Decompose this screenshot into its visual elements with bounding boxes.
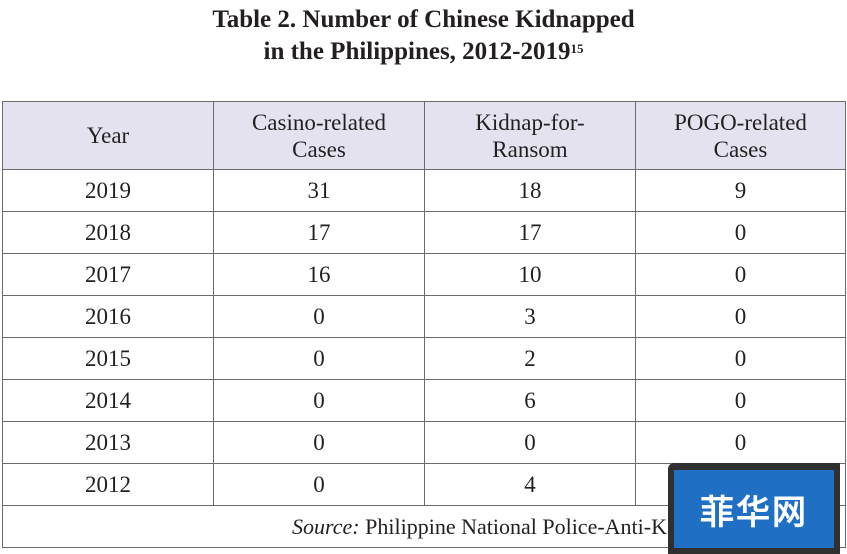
source-text: Philippine National Police-Anti-K: [365, 513, 667, 539]
cell-pogo: 0: [635, 337, 846, 380]
title-line-1: Table 2. Number of Chinese Kidnapped: [212, 6, 635, 33]
cell-year: 2014: [2, 379, 214, 422]
table-row: 2014 0 6 0: [2, 379, 846, 422]
site-watermark: 菲华网: [668, 463, 840, 554]
cell-year: 2012: [2, 463, 214, 506]
watermark-logo: 菲华网: [674, 470, 834, 548]
cell-kidnap: 18: [424, 169, 636, 212]
cell-year: 2013: [2, 421, 214, 464]
header-pogo-line-1: POGO-related: [674, 109, 807, 135]
title-line-2-text: in the Philippines, 2012-2019: [263, 38, 571, 65]
cell-year: 2015: [2, 337, 214, 380]
header-pogo: POGO-related Cases: [635, 101, 846, 170]
header-casino-line-2: Cases: [292, 136, 346, 162]
header-casino-line-1: Casino-related: [251, 109, 387, 135]
header-row: Year Casino-related Cases Kidnap-for- Rans…: [2, 101, 846, 170]
cell-kidnap: 0: [424, 421, 636, 464]
header-kidnap-line-2: Ransom: [492, 136, 568, 162]
cell-pogo: 0: [635, 211, 846, 254]
header-year: Year: [2, 101, 214, 170]
table-title: Table 2. Number of Chinese Kidnapped in …: [0, 4, 847, 68]
cell-casino: 16: [213, 253, 425, 296]
header-casino: Casino-related Cases: [213, 101, 425, 170]
cell-pogo: 0: [635, 379, 846, 422]
header-pogo-line-2: Cases: [713, 136, 768, 162]
table-row: 2013 0 0 0: [2, 421, 846, 464]
cell-kidnap: 6: [424, 379, 636, 422]
watermark-text: 菲华网: [700, 492, 808, 533]
table-row: 2019 31 18 9: [2, 169, 846, 212]
cell-casino: 0: [213, 337, 425, 380]
cell-pogo: 0: [635, 253, 846, 296]
source-label: Source:: [292, 513, 360, 539]
footnote-marker: 15: [570, 41, 584, 56]
cell-year: 2018: [2, 211, 214, 254]
kidnap-table: Year Casino-related Cases Kidnap-for- Rans…: [2, 101, 846, 548]
cell-casino: 0: [213, 295, 425, 338]
cell-year: 2016: [2, 295, 214, 338]
cell-kidnap: 2: [424, 337, 636, 380]
cell-casino: 0: [213, 379, 425, 422]
title-line-2: in the Philippines, 2012-201915: [0, 36, 847, 68]
cell-year: 2017: [2, 253, 214, 296]
cell-year: 2019: [2, 169, 214, 212]
cell-kidnap: 10: [424, 253, 636, 296]
cell-pogo: 9: [635, 169, 846, 212]
cell-kidnap: 3: [424, 295, 636, 338]
table-row: 2018 17 17 0: [2, 211, 846, 254]
header-kidnap-line-1: Kidnap-for-: [475, 109, 585, 135]
table-row: 2017 16 10 0: [2, 253, 846, 296]
table-row: 2015 0 2 0: [2, 337, 846, 380]
header-year-line-1: Year: [86, 123, 130, 148]
cell-casino: 31: [213, 169, 425, 212]
table-row: 2016 0 3 0: [2, 295, 846, 338]
cell-casino: 17: [213, 211, 425, 254]
cell-kidnap: 4: [424, 463, 636, 506]
cell-casino: 0: [213, 463, 425, 506]
cell-pogo: 0: [635, 295, 846, 338]
cell-pogo: 0: [635, 421, 846, 464]
header-kidnap: Kidnap-for- Ransom: [424, 101, 636, 170]
cell-casino: 0: [213, 421, 425, 464]
cell-kidnap: 17: [424, 211, 636, 254]
